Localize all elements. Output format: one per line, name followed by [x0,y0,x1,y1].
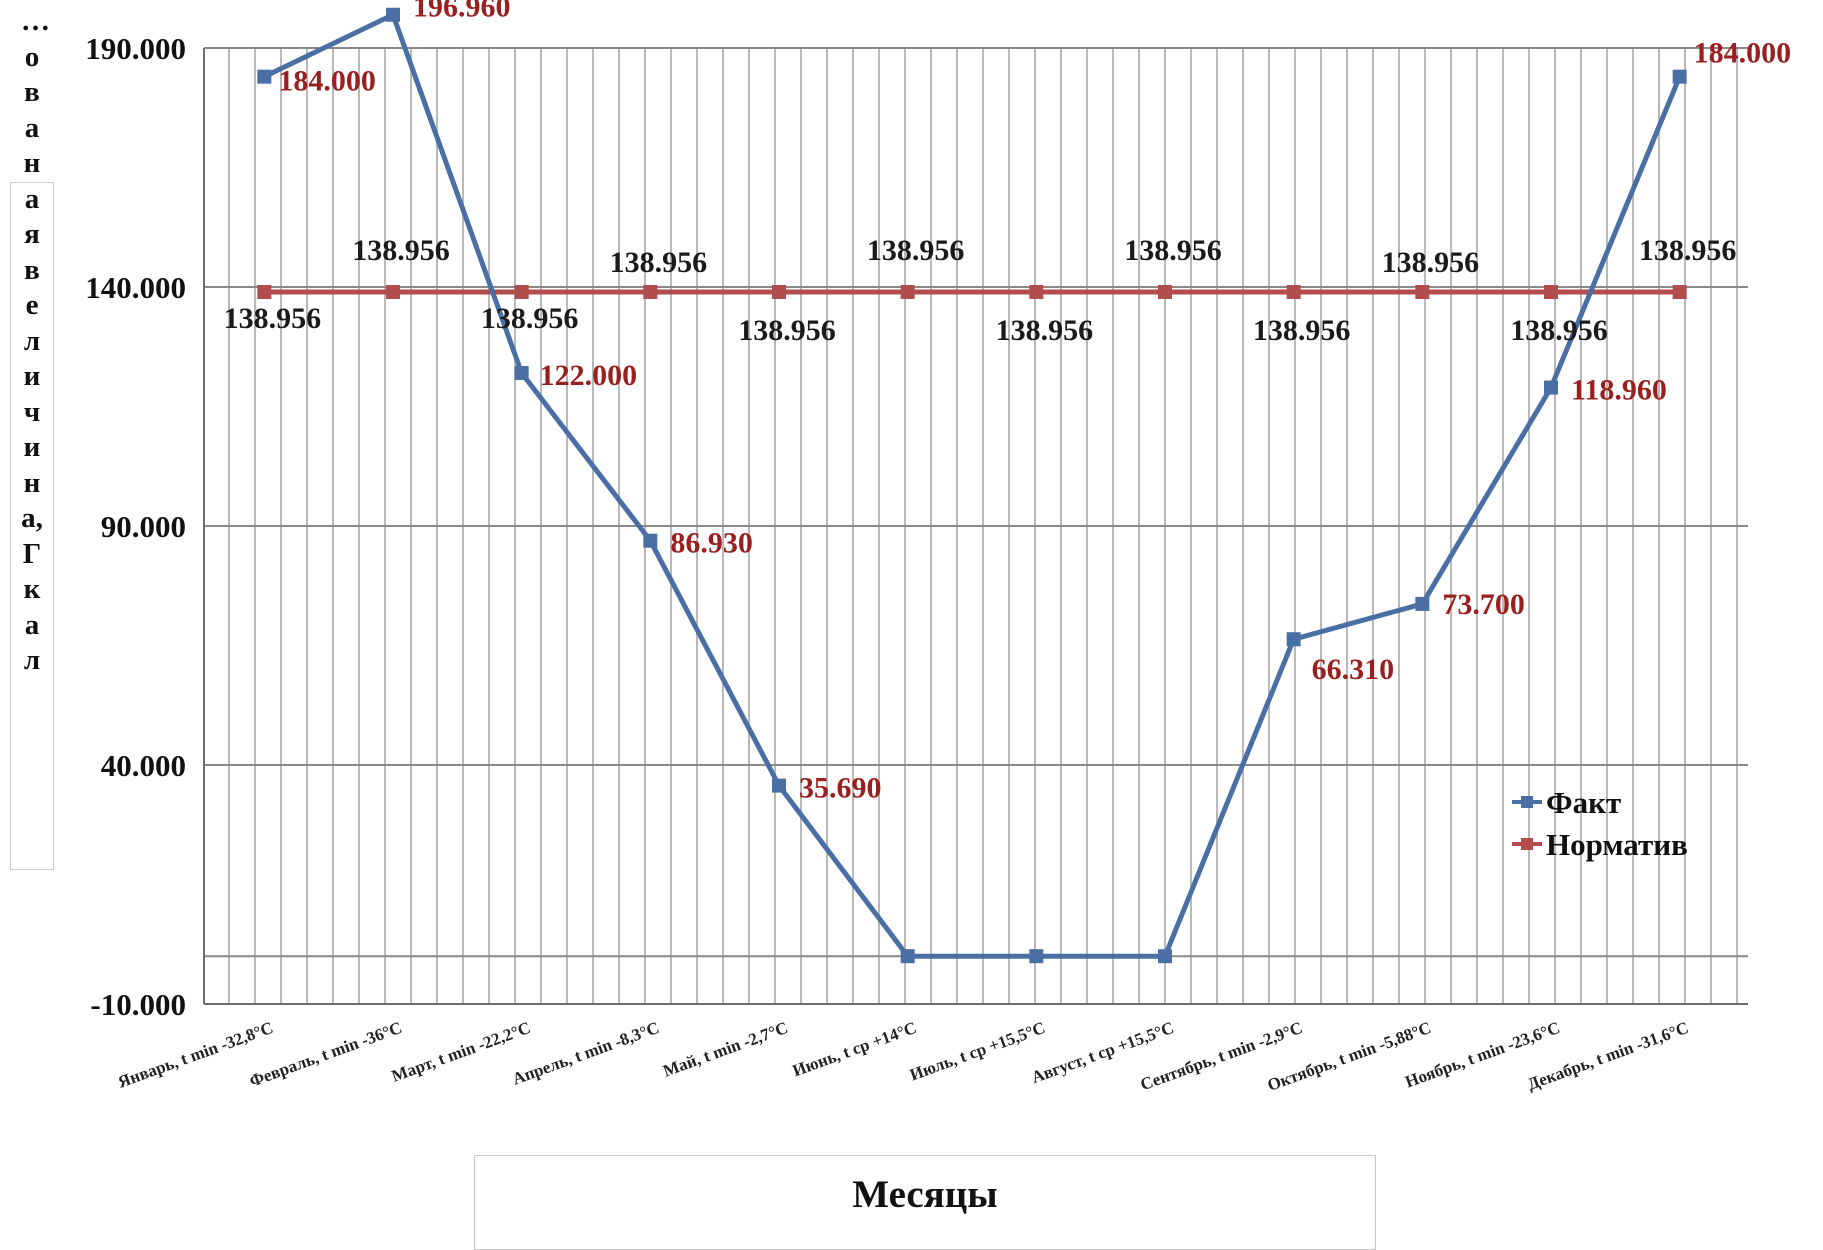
data-labels: 184.000 196.960 122.000 86.930 35.690 66.310 7… [224,0,1792,805]
norm-data-label: 138.956 [224,302,322,335]
norm-data-label: 138.956 [481,302,579,335]
fact-point [1158,949,1172,964]
fact-point [386,7,400,22]
fact-data-label: 184.000 [278,65,376,98]
norm-data-label: 138.956 [1382,246,1480,279]
norm-data-label: 138.956 [996,314,1094,347]
x-category-label: Апрель, t min -8,3°C [510,1018,662,1089]
y-tick-label: 140.000 [85,270,186,305]
norm-data-label: 138.956 [352,234,450,267]
series-fact-line [263,12,1682,959]
fact-data-label: 73.700 [1442,588,1525,621]
fact-point [772,778,786,793]
norm-point [1286,284,1301,299]
norm-point [1158,284,1172,299]
fact-data-label: 196.960 [413,0,511,24]
fact-data-label: 86.930 [670,527,753,560]
norm-data-label: 138.956 [1124,234,1222,267]
legend-norm-label: Норматив [1546,827,1688,862]
fact-data-label: 118.960 [1571,374,1667,407]
norm-data-label: 138.956 [1510,314,1608,347]
y-axis-ticks: 190.000 140.000 90.000 40.000 -10.000 [85,31,186,1022]
fact-point [257,69,272,84]
norm-point [386,284,400,299]
norm-data-label: 138.956 [1639,234,1737,267]
fact-data-label: 35.690 [799,772,882,805]
norm-point [1415,284,1430,299]
fact-point [1672,69,1687,84]
norm-data-label: 138.956 [1253,314,1351,347]
fact-point [1029,949,1044,964]
fact-point [1286,632,1301,647]
fact-point [900,949,915,964]
grid [203,47,1748,1005]
norm-data-label: 138.956 [738,314,836,347]
norm-point [643,284,658,299]
y-axis-title: …ованаявеличина,Гкал [10,0,54,868]
y-axis-title-text: …ованаявеличина,Гкал [21,5,50,676]
fact-point [514,366,529,381]
legend-norm-swatch-marker [1521,838,1533,850]
fact-data-label: 66.310 [1312,653,1395,686]
legend-fact-swatch-marker [1521,796,1533,808]
x-axis-title: Месяцы [852,1173,998,1216]
norm-data-label: 138.956 [867,234,965,267]
norm-point [900,284,915,299]
fact-point [643,533,658,548]
y-tick-label: 90.000 [101,509,186,544]
legend: Факт Норматив [1512,785,1688,862]
norm-point [772,284,786,299]
legend-fact-label: Факт [1546,785,1621,820]
norm-data-label: 138.956 [610,246,708,279]
y-tick-label: -10.000 [90,987,186,1022]
fact-point [1415,596,1430,611]
x-category-label: Май, t min -2,7°C [660,1018,790,1081]
y-tick-label: 190.000 [85,31,186,66]
fact-point [1544,380,1558,395]
fact-data-label: 122.000 [540,359,638,392]
norm-point [257,284,272,299]
norm-point [1544,284,1558,299]
norm-point [1029,284,1044,299]
x-axis-title-box: Месяцы [474,1155,1376,1250]
x-category-label: Июль, t ср +15,5°C [907,1018,1047,1085]
y-tick-label: 40.000 [101,748,186,783]
series-layer [257,7,1687,964]
y-axis-title-box [10,182,54,870]
norm-point [1672,284,1687,299]
norm-point [514,284,529,299]
fact-data-label: 184.000 [1694,37,1792,70]
x-category-label: Июнь, t ср +14°C [790,1018,919,1080]
